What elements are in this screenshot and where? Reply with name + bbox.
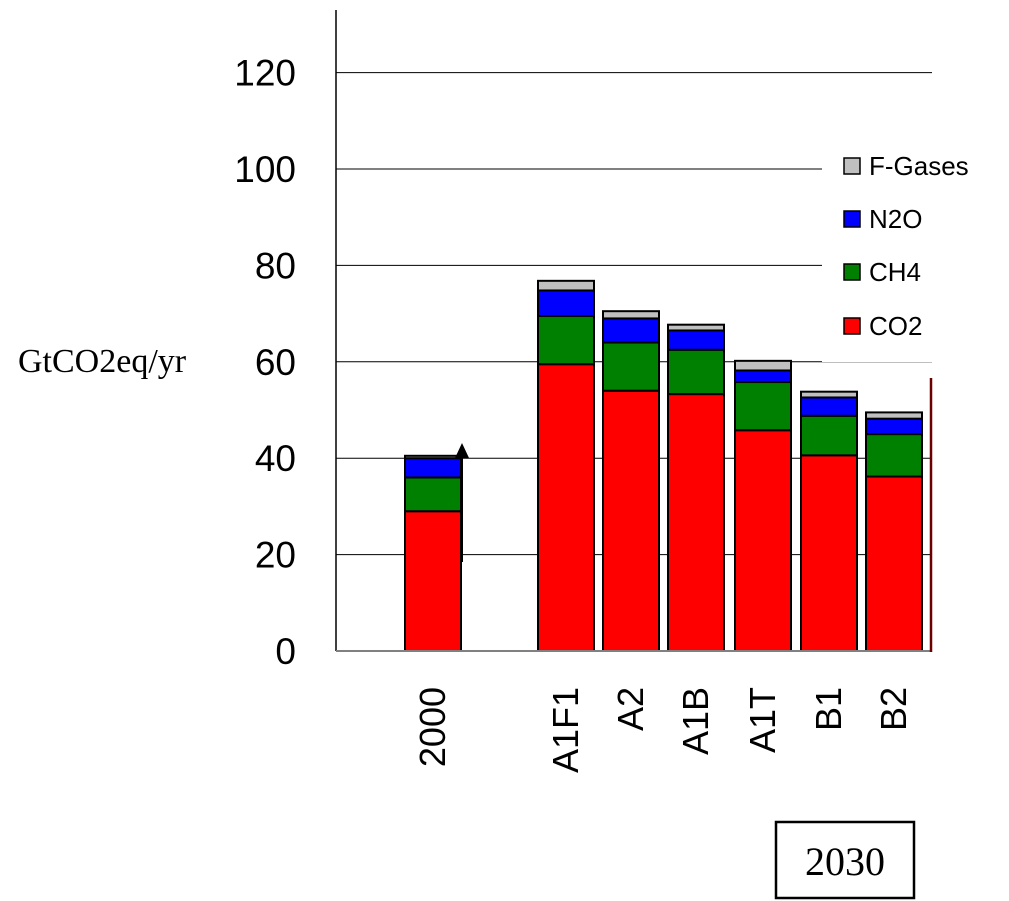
y-tick-labels: 0 20 40 60 80 100 120: [234, 53, 296, 672]
bar-segment-n2o-a1t: [734, 369, 792, 384]
bar-segment-ch4-2000: [404, 476, 462, 513]
period-label: 2030: [805, 839, 885, 884]
bar-segment-n2o-a1f1: [537, 289, 595, 318]
bar-segment-n2o-a1b: [667, 329, 725, 351]
bar-segment-n2o-2000: [404, 457, 462, 479]
legend-label-co2: CO2: [869, 311, 922, 341]
period-box: 2030: [774, 820, 916, 900]
legend-swatch-ch4: [843, 263, 861, 281]
legend-swatch-co2: [843, 317, 861, 335]
y-tick-label: 60: [255, 342, 296, 383]
legend: F-Gases N2O CH4 CO2: [822, 150, 992, 362]
bar-segment-f-gases-a1b: [667, 323, 725, 332]
bar-segment-co2-a2: [602, 389, 660, 652]
bar-segment-ch4-a2: [602, 341, 660, 392]
y-tick-label: 20: [255, 535, 296, 576]
legend-label-ch4: CH4: [869, 257, 921, 287]
category-labels: 2000 A1F1 A2 A1B A1T B1 B2: [412, 687, 914, 773]
bar-segment-ch4-a1t: [734, 381, 792, 432]
bar-segment-f-gases-b2: [865, 411, 923, 420]
y-tick-label: 100: [234, 149, 296, 190]
bar-segment-co2-a1b: [667, 393, 725, 652]
bar-segment-ch4-b2: [865, 433, 923, 478]
bar-segment-co2-b2: [865, 475, 923, 652]
category-label: 2000: [412, 687, 453, 767]
bars: [404, 279, 923, 653]
bar-segment-co2-b1: [800, 454, 858, 653]
legend-label-f-gases: F-Gases: [869, 151, 969, 181]
y-tick-label: 0: [275, 631, 296, 672]
y-tick-label: 120: [234, 53, 296, 94]
legend-swatch-n2o: [843, 210, 861, 228]
category-label: A2: [610, 687, 651, 731]
bar-segment-ch4-a1f1: [537, 315, 595, 366]
bar-segment-ch4-a1b: [667, 348, 725, 396]
y-tick-label: 80: [255, 245, 296, 286]
bar-segment-co2-a1f1: [537, 363, 595, 652]
bar-segment-f-gases-a1t: [734, 359, 792, 372]
marker-arrowhead: [455, 443, 469, 458]
category-label: A1F1: [545, 687, 586, 773]
legend-label-n2o: N2O: [869, 204, 922, 234]
y-axis-label: GtCO2eq/yr: [18, 343, 187, 380]
bar-segment-n2o-b1: [800, 396, 858, 417]
y-tick-label: 40: [255, 438, 296, 479]
category-label: A1T: [742, 687, 783, 753]
category-label: B1: [808, 687, 849, 731]
bar-segment-f-gases-a2: [602, 310, 660, 320]
bar-segment-co2-2000: [404, 510, 462, 652]
bar-segment-co2-a1t: [734, 429, 792, 652]
category-label: B2: [873, 687, 914, 731]
bar-segment-f-gases-b1: [800, 390, 858, 399]
bar-segment-f-gases-a1f1: [537, 279, 595, 292]
category-label: A1B: [675, 687, 716, 755]
bar-segment-ch4-b1: [800, 414, 858, 457]
axes: [335, 10, 933, 652]
bar-segment-n2o-a2: [602, 317, 660, 344]
bar-segment-f-gases-2000: [404, 454, 462, 460]
legend-swatch-f-gases: [843, 157, 861, 175]
bar-segment-n2o-b2: [865, 417, 923, 436]
